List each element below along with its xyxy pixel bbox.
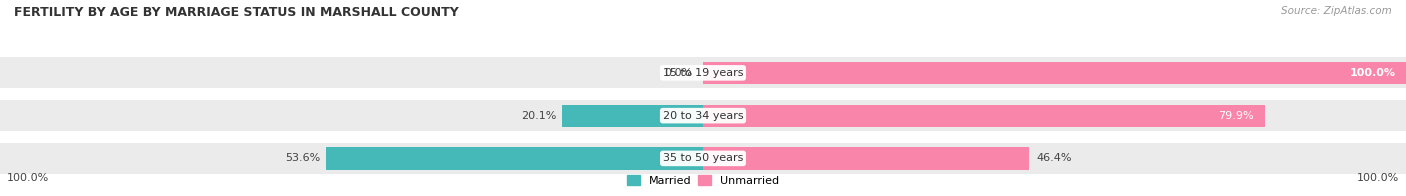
Text: 100.0%: 100.0% xyxy=(7,173,49,183)
Legend: Married, Unmarried: Married, Unmarried xyxy=(621,171,785,191)
Text: 35 to 50 years: 35 to 50 years xyxy=(662,153,744,163)
Text: 46.4%: 46.4% xyxy=(1036,153,1071,163)
Text: 100.0%: 100.0% xyxy=(1350,68,1395,78)
Text: 0.0%: 0.0% xyxy=(664,68,693,78)
Text: FERTILITY BY AGE BY MARRIAGE STATUS IN MARSHALL COUNTY: FERTILITY BY AGE BY MARRIAGE STATUS IN M… xyxy=(14,6,458,19)
Bar xyxy=(703,147,1029,170)
Text: 15 to 19 years: 15 to 19 years xyxy=(662,68,744,78)
Bar xyxy=(0,57,1406,88)
Text: Source: ZipAtlas.com: Source: ZipAtlas.com xyxy=(1281,6,1392,16)
Bar xyxy=(0,143,1406,174)
Text: 79.9%: 79.9% xyxy=(1219,111,1254,121)
Text: 53.6%: 53.6% xyxy=(285,153,321,163)
Bar xyxy=(326,147,703,170)
Bar xyxy=(703,104,1265,127)
Bar xyxy=(703,62,1406,84)
Bar xyxy=(0,100,1406,131)
Text: 100.0%: 100.0% xyxy=(1357,173,1399,183)
Text: 20.1%: 20.1% xyxy=(520,111,557,121)
Bar xyxy=(562,104,703,127)
Text: 20 to 34 years: 20 to 34 years xyxy=(662,111,744,121)
